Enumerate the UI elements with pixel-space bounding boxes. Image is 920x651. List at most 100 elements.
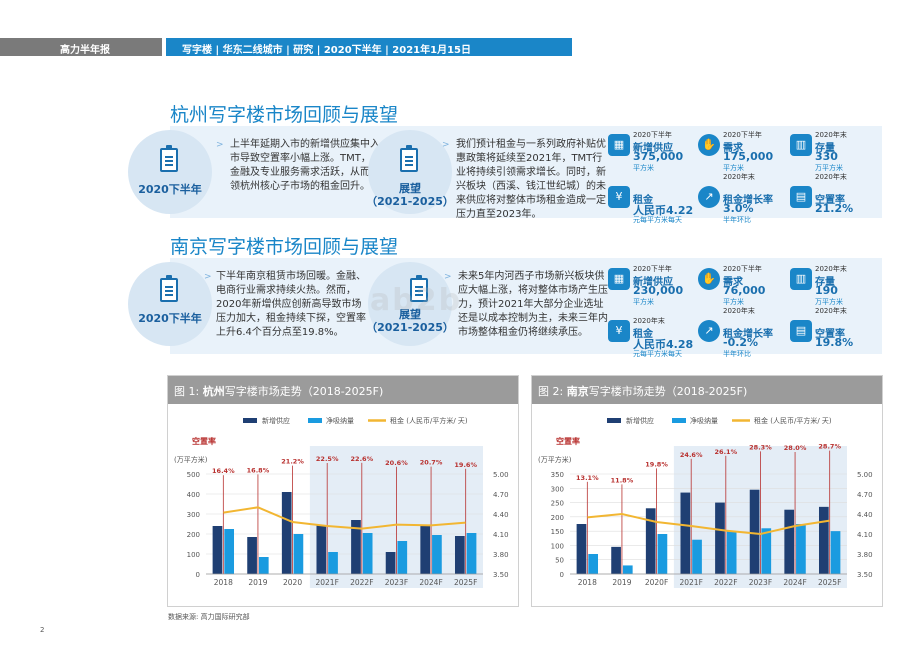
chevron-right-icon: > [442,140,450,150]
bar-absorption [761,528,772,574]
vacancy-icon: ▤ [790,320,812,342]
stat-name: 存量 [815,277,835,288]
stat-label: 2020年末 [723,173,755,181]
x-tick-label: 2021F [679,578,702,587]
bar-absorption [466,533,477,574]
legend-label: 新增供应 [262,416,290,425]
x-tick-label: 2019 [612,578,631,587]
chart-nanjing-svg: 0 50 100 150 200 250 300 350 3.50 3.80 4.10 4.40 4.7… [538,416,873,588]
stat-name: 需求 [723,277,743,288]
y2-tick-label: 4.10 [493,531,509,539]
stat-label: 2020下半年 [723,265,762,273]
vacancy-label: 28.7% [818,443,841,451]
bar-supply [281,492,292,574]
stat-unit: 元每平方米每天 [633,216,682,224]
stat-name: 租金增长率 [723,195,773,206]
x-tick-label: 2024F [783,578,806,587]
vacancy-axis-label: 空置率 [556,436,580,446]
bar-supply [247,537,257,574]
y2-tick-label: 4.70 [857,491,873,499]
stat-value: -0.2% [723,336,759,349]
bar-supply [212,526,223,574]
y2-tick-label: 4.40 [493,511,509,519]
data-source: 数据来源: 高力国际研究部 [168,613,250,621]
bar-supply [316,525,327,574]
bar-absorption [726,531,737,574]
hangzhou-period-2a: 展望 [399,182,421,195]
legend-swatch-supply [607,418,621,423]
growth-icon: ↗ [698,320,720,342]
bar-absorption [588,554,599,574]
hangzhou-period-1: 2020下半年 [138,183,202,196]
bar-absorption [224,529,235,574]
rent-icon: ¥ [608,320,630,342]
nanjing-text-1: 下半年南京租赁市场回暖。金融、电商行业需求持续火热。然而，2020年新增供应创新… [216,271,366,338]
stat-unit: 平方米 [633,164,654,172]
bar-absorption [622,565,633,574]
y-tick-label: 100 [187,551,200,559]
bar-supply [749,489,760,574]
stat-label: 2020年末 [815,131,847,139]
stat-unit: 万平方米 [815,298,843,306]
vacancy-label: 20.7% [420,459,443,467]
vacancy-label: 28.3% [749,443,772,451]
chevron-right-icon: > [216,140,224,150]
y2-tick-label: 4.10 [857,531,873,539]
x-tick-label: 2025F [454,578,477,587]
chart-nanjing: 图 2: 南京写字楼市场走势（2018-2025F) 0 50 100 150 200 2… [531,375,883,607]
stat-label: 2020年末 [815,307,847,315]
chart-hangzhou-svg: 0 100 200 300 400 500 3.50 3.80 4.10 4.40 4.70 5.00… [174,416,509,588]
bar-absorption [328,552,338,574]
x-tick-label: 2022F [714,578,737,587]
stat-value: 375,000 [633,150,684,163]
stat-unit: 半年环比 [723,350,751,358]
y-tick-label: 50 [555,557,564,565]
stat-value: 76,000 [723,284,766,297]
stat-name: 租金 [633,329,653,340]
stat-name: 新增供应 [633,143,673,154]
rent-line [223,506,466,530]
nanjing-circle-2 [368,262,452,346]
hangzhou-period-2b: （2021-2025） [366,195,454,208]
breadcrumb: 写字楼 | 华东二线城市 | 研究 | 2020下半年 | 2021年1月15日 [166,38,572,56]
y-tick-label: 500 [187,471,200,479]
stat-unit: 平方米 [723,164,744,172]
bar-supply [611,546,621,574]
y-tick-label: 0 [560,571,564,579]
y-tick-label: 0 [196,571,200,579]
y-axis-label: (万平方米) [174,455,208,464]
bar-supply [385,552,396,574]
vacancy-label: 22.6% [351,455,374,463]
stat-name: 租金 [633,195,653,206]
x-tick-label: 2018 [214,578,233,587]
bar-absorption [657,534,668,574]
nanjing-title: 南京写字楼市场回顾与展望 [170,236,399,258]
document-icon [410,275,428,302]
vacancy-axis-label: 空置率 [192,436,216,446]
x-tick-label: 2025F [818,578,841,587]
y-tick-label: 200 [551,514,564,522]
y2-tick-label: 3.80 [857,551,873,559]
bar-supply [680,492,691,574]
legend-swatch-absorption [308,418,322,423]
x-tick-label: 2020F [645,578,668,587]
vacancy-label: 11.8% [611,476,634,484]
y2-tick-label: 3.50 [493,571,509,579]
bar-supply [818,506,829,574]
hangzhou-circle-1 [128,130,212,214]
vacancy-label: 16.8% [247,466,270,474]
bar-absorption [692,539,702,574]
watermark: ab2b [370,283,463,318]
bar-supply [420,526,431,574]
stat-unit: 平方米 [723,298,744,306]
stat-name: 新增供应 [633,277,673,288]
stat-value: 175,000 [723,150,774,163]
y2-tick-label: 5.00 [493,471,509,479]
handshake-icon: ✋ [698,268,720,290]
vacancy-label: 21.2% [281,458,304,466]
stat-name: 存量 [815,143,835,154]
y-tick-label: 150 [551,528,564,536]
hangzhou-title: 杭州写字楼市场回顾与展望 [170,104,399,126]
stat-label: 2020下半年 [723,131,762,139]
stat-value: 21.2% [815,202,854,215]
